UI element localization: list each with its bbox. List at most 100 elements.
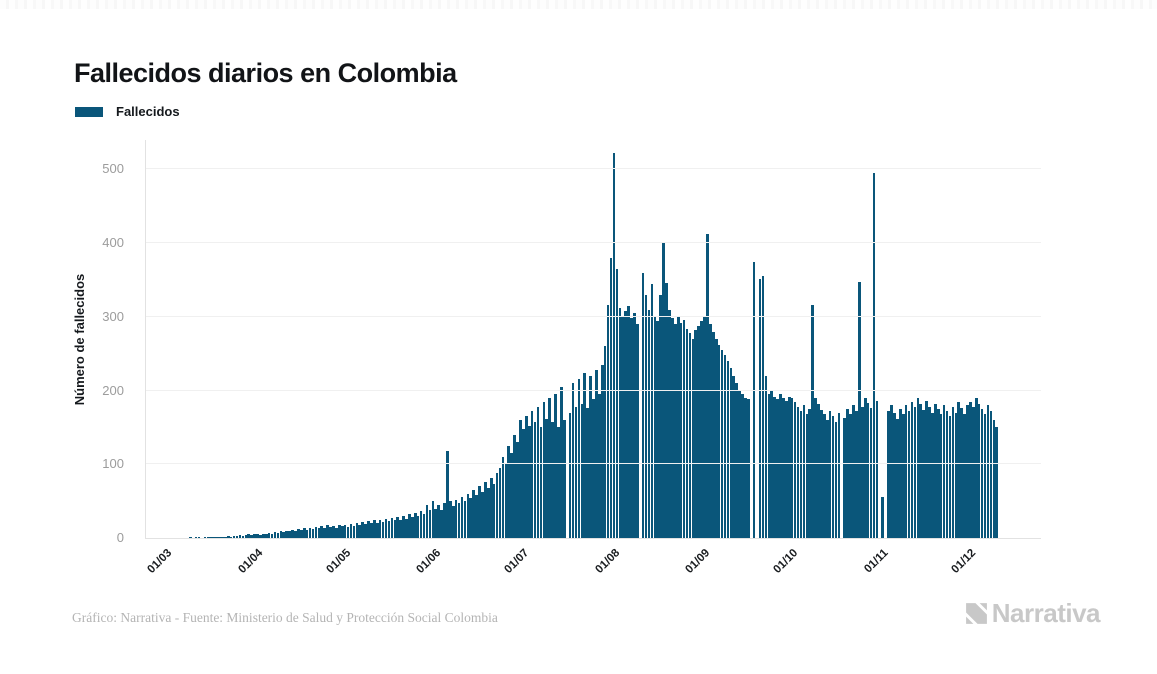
bar bbox=[346, 526, 350, 538]
bar bbox=[416, 515, 420, 538]
bar bbox=[533, 421, 537, 538]
bar bbox=[188, 537, 192, 538]
bar bbox=[279, 531, 283, 538]
bar bbox=[688, 333, 692, 538]
bar bbox=[571, 383, 575, 538]
bar bbox=[425, 504, 429, 538]
bar bbox=[668, 309, 671, 538]
bar bbox=[814, 397, 817, 538]
bar bbox=[893, 412, 896, 538]
bar bbox=[890, 405, 893, 538]
bar bbox=[522, 428, 525, 538]
bar bbox=[443, 502, 446, 538]
bar bbox=[466, 493, 470, 538]
bar bbox=[367, 521, 370, 538]
bar bbox=[259, 535, 262, 538]
bar bbox=[785, 400, 788, 538]
bar bbox=[221, 536, 224, 538]
bar bbox=[980, 409, 984, 538]
bar bbox=[960, 408, 963, 538]
bar bbox=[364, 524, 367, 538]
bar bbox=[349, 524, 353, 538]
bar bbox=[501, 456, 505, 538]
bar bbox=[606, 305, 610, 538]
bar bbox=[411, 517, 414, 538]
bar bbox=[793, 401, 797, 538]
bar bbox=[700, 321, 703, 538]
bar bbox=[825, 420, 829, 538]
bar bbox=[963, 414, 966, 538]
bar bbox=[267, 532, 271, 538]
bar bbox=[560, 386, 563, 538]
gridline-200 bbox=[146, 389, 1041, 391]
bar bbox=[253, 534, 256, 538]
gridline-500 bbox=[146, 168, 1041, 170]
bar bbox=[393, 520, 397, 538]
bar bbox=[320, 526, 324, 538]
bar bbox=[618, 308, 622, 538]
bar bbox=[934, 403, 937, 538]
bar bbox=[881, 497, 885, 538]
y-tick-label: 500 bbox=[102, 161, 124, 177]
bar bbox=[387, 521, 391, 538]
bar bbox=[636, 324, 639, 538]
gridline-300 bbox=[146, 315, 1041, 317]
bar bbox=[519, 420, 522, 538]
bar bbox=[995, 427, 998, 538]
bar bbox=[586, 408, 589, 538]
bar bbox=[574, 406, 578, 538]
bar bbox=[475, 495, 478, 538]
bar bbox=[300, 529, 303, 538]
bar bbox=[852, 405, 855, 538]
bar bbox=[612, 152, 616, 538]
bar bbox=[209, 536, 213, 538]
y-tick-label: 0 bbox=[116, 530, 124, 545]
bar bbox=[671, 318, 674, 538]
chart-title: Fallecidos diarios en Colombia bbox=[74, 58, 457, 89]
bar bbox=[562, 420, 566, 538]
bar bbox=[910, 401, 914, 538]
bar bbox=[726, 361, 730, 538]
bar bbox=[712, 331, 715, 538]
bar bbox=[408, 514, 411, 538]
bar bbox=[238, 535, 242, 538]
bar bbox=[790, 397, 794, 538]
bar bbox=[390, 518, 394, 538]
bar bbox=[621, 316, 624, 538]
bar bbox=[317, 528, 321, 538]
bar bbox=[373, 520, 376, 538]
bar bbox=[285, 530, 288, 538]
x-tick-label-01-04: 01/04 bbox=[236, 547, 266, 576]
bar bbox=[662, 243, 665, 538]
bar bbox=[901, 414, 905, 538]
bar bbox=[802, 405, 806, 538]
bar bbox=[983, 414, 987, 538]
x-tick-label-01-12: 01/12 bbox=[949, 547, 979, 576]
bar bbox=[942, 405, 946, 538]
bar bbox=[384, 518, 388, 538]
bar bbox=[451, 505, 455, 538]
bar bbox=[758, 278, 762, 538]
bar bbox=[250, 535, 253, 538]
bar bbox=[437, 504, 440, 538]
bar bbox=[992, 420, 996, 538]
bar bbox=[527, 425, 531, 538]
bar bbox=[849, 414, 852, 538]
bar bbox=[498, 467, 502, 538]
x-tick-label-01-11: 01/11 bbox=[862, 547, 891, 576]
bar bbox=[355, 522, 359, 538]
bar bbox=[969, 401, 972, 538]
bar bbox=[495, 473, 499, 538]
bar bbox=[633, 313, 636, 538]
bar bbox=[542, 402, 546, 538]
gridline-400 bbox=[146, 242, 1041, 244]
bar bbox=[922, 409, 925, 538]
bar bbox=[913, 406, 917, 538]
bar bbox=[504, 464, 508, 538]
narrativa-logo-icon bbox=[965, 603, 987, 624]
bar bbox=[311, 529, 315, 538]
bar bbox=[224, 536, 227, 538]
bar bbox=[732, 375, 736, 538]
legend-swatch-fallecidos bbox=[75, 106, 103, 117]
bar bbox=[747, 399, 750, 538]
